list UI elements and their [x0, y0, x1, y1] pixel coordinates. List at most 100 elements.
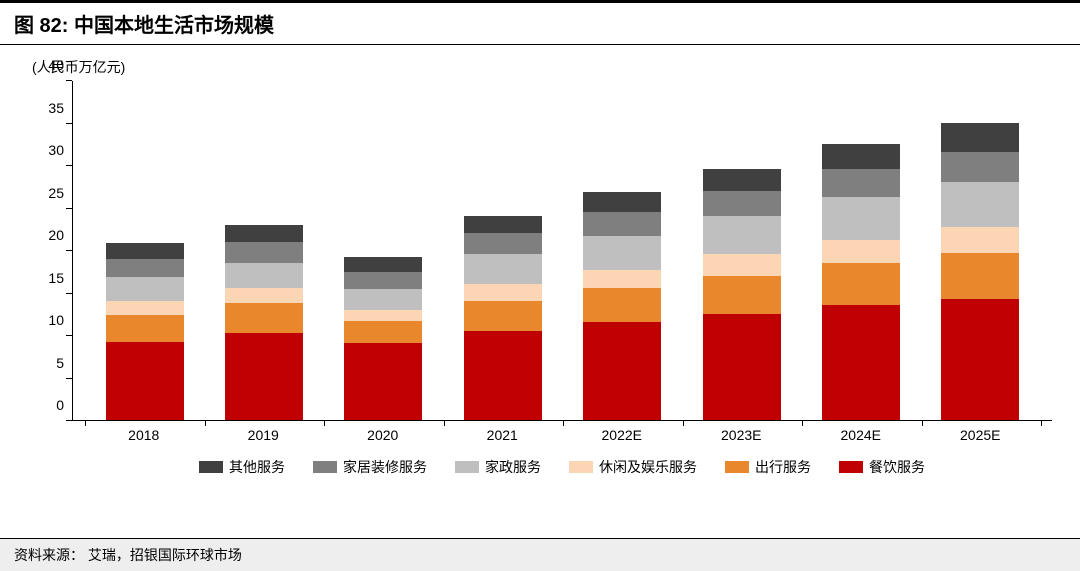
bar-segment-catering	[225, 333, 303, 420]
x-axis-label: 2019	[224, 427, 302, 443]
x-axis-label: 2022E	[583, 427, 661, 443]
bar-segment-transport	[583, 288, 661, 322]
legend-item-leisure: 休闲及娱乐服务	[569, 457, 697, 477]
bar-segment-leisure	[822, 240, 900, 263]
x-tick-mark	[1041, 420, 1042, 426]
bar-segment-leisure	[344, 310, 422, 320]
bar-group	[822, 144, 900, 420]
bar-segment-transport	[344, 321, 422, 343]
bar-segment-transport	[106, 315, 184, 342]
y-axis-unit-label: (人民币万亿元)	[32, 57, 1052, 77]
legend-label: 其他服务	[229, 457, 285, 477]
bar-segment-home_deco	[344, 272, 422, 289]
source-prefix: 资料来源：	[14, 547, 84, 563]
chart-area: (人民币万亿元) 0510152025303540 20182019202020…	[28, 57, 1052, 507]
y-tick-label: 5	[56, 355, 64, 371]
figure-number: 图 82:	[14, 15, 68, 37]
bar-segment-catering	[941, 299, 1019, 420]
bar-segment-catering	[822, 305, 900, 420]
bar-segment-home_deco	[106, 259, 184, 278]
bar-group	[464, 216, 542, 420]
figure-title: 中国本地生活市场规模	[74, 15, 274, 37]
bar-segment-home_deco	[822, 169, 900, 197]
bar-segment-other	[344, 257, 422, 272]
y-axis: 0510152025303540	[28, 81, 72, 421]
x-tick-mark	[683, 420, 684, 426]
bar-segment-leisure	[941, 227, 1019, 253]
bar-segment-catering	[583, 322, 661, 420]
bar-segment-other	[225, 225, 303, 242]
legend-item-catering: 餐饮服务	[839, 457, 925, 477]
bar-segment-housekeep	[106, 277, 184, 301]
bar-segment-catering	[464, 331, 542, 420]
bar-segment-transport	[941, 253, 1019, 300]
legend-swatch	[199, 461, 223, 473]
legend-item-transport: 出行服务	[725, 457, 811, 477]
legend-label: 家政服务	[485, 457, 541, 477]
bar-group	[583, 192, 661, 420]
x-tick-mark	[85, 420, 86, 426]
bar-segment-leisure	[703, 254, 781, 275]
bar-segment-leisure	[464, 284, 542, 301]
bar-segment-transport	[822, 263, 900, 306]
bar-group	[225, 225, 303, 420]
legend-label: 出行服务	[755, 457, 811, 477]
x-axis-label: 2024E	[822, 427, 900, 443]
bar-segment-home_deco	[583, 212, 661, 236]
bar-segment-housekeep	[941, 182, 1019, 227]
bar-segment-home_deco	[703, 191, 781, 217]
x-tick-mark	[802, 420, 803, 426]
legend-swatch	[455, 461, 479, 473]
bar-segment-housekeep	[583, 236, 661, 270]
bar-segment-housekeep	[703, 216, 781, 254]
bar-group	[344, 257, 422, 420]
x-axis-label: 2025E	[941, 427, 1019, 443]
legend-swatch	[313, 461, 337, 473]
y-tick-label: 15	[48, 270, 64, 286]
bar-segment-catering	[344, 343, 422, 420]
bar-segment-transport	[225, 303, 303, 334]
bar-group	[941, 123, 1019, 420]
bar-segment-housekeep	[225, 263, 303, 289]
bar-segment-other	[583, 192, 661, 212]
y-tick-label: 35	[48, 100, 64, 116]
x-tick-mark	[563, 420, 564, 426]
bar-group	[106, 243, 184, 420]
legend-label: 休闲及娱乐服务	[599, 457, 697, 477]
bars-row	[73, 81, 1052, 420]
bar-segment-housekeep	[822, 197, 900, 240]
y-tick-label: 10	[48, 312, 64, 328]
bar-segment-housekeep	[464, 254, 542, 284]
legend-swatch	[569, 461, 593, 473]
bar-segment-leisure	[583, 270, 661, 289]
x-axis-label: 2021	[463, 427, 541, 443]
bar-group	[703, 169, 781, 420]
bar-segment-home_deco	[941, 152, 1019, 182]
figure-title-bar: 图 82: 中国本地生活市场规模	[0, 0, 1080, 45]
x-tick-mark	[205, 420, 206, 426]
plot-wrapper: 0510152025303540	[28, 81, 1052, 421]
legend-item-home_deco: 家居装修服务	[313, 457, 427, 477]
legend-label: 餐饮服务	[869, 457, 925, 477]
bar-segment-other	[464, 216, 542, 233]
y-tick-label: 0	[56, 397, 64, 413]
legend: 其他服务 家居装修服务 家政服务 休闲及娱乐服务 出行服务 餐饮服务	[72, 457, 1052, 477]
bar-segment-home_deco	[464, 233, 542, 254]
legend-swatch	[839, 461, 863, 473]
x-tick-mark	[922, 420, 923, 426]
y-tick-label: 25	[48, 185, 64, 201]
bar-segment-transport	[464, 301, 542, 331]
x-axis-label: 2020	[344, 427, 422, 443]
bar-segment-catering	[106, 342, 184, 420]
y-tick-label: 30	[48, 142, 64, 158]
x-tick-mark	[324, 420, 325, 426]
bar-segment-other	[941, 123, 1019, 153]
x-tick-mark	[444, 420, 445, 426]
bar-segment-leisure	[106, 301, 184, 315]
figure-container: 图 82: 中国本地生活市场规模 (人民币万亿元) 05101520253035…	[0, 0, 1080, 571]
bar-segment-other	[703, 169, 781, 190]
x-axis-label: 2023E	[702, 427, 780, 443]
bar-segment-other	[106, 243, 184, 258]
legend-item-other: 其他服务	[199, 457, 285, 477]
bar-segment-housekeep	[344, 289, 422, 310]
